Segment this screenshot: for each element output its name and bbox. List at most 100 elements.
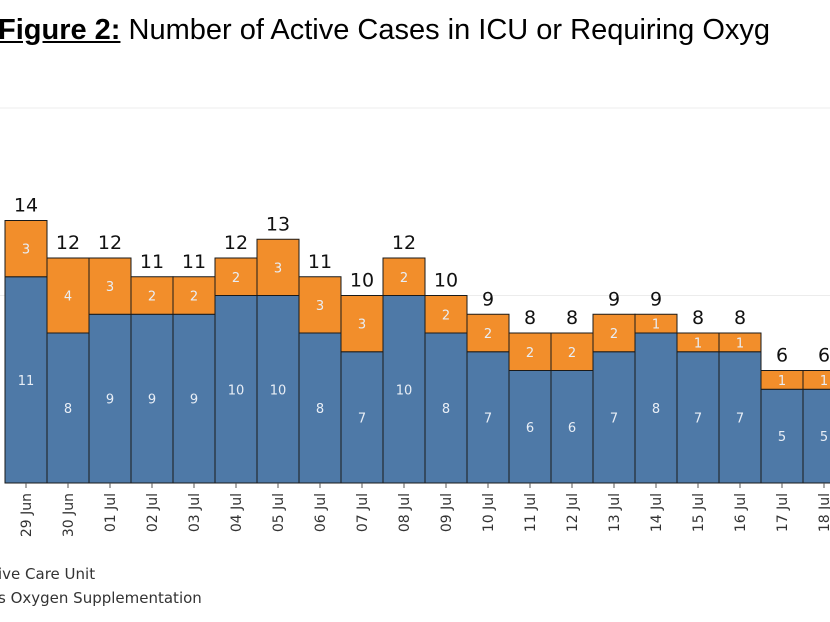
bar-icu (4, 276, 48, 484)
data-label-oxygen: 3 (106, 280, 114, 295)
x-tick-label: 18 Jul (817, 493, 830, 532)
x-tick-label: 14 Jul (649, 493, 665, 532)
x-tick-label: 03 Jul (187, 493, 203, 532)
title-text: Number of Active Cases in ICU or Requiri… (128, 14, 771, 46)
x-tick-label: 16 Jul (733, 493, 749, 532)
bar-oxygen (424, 295, 468, 334)
bar-oxygen (634, 313, 678, 334)
legend-item-icu: ive Care Unit (0, 565, 96, 583)
bar-icu (676, 351, 720, 484)
data-label-oxygen: 4 (64, 290, 72, 305)
bar-icu (382, 295, 426, 484)
total-label: 9 (650, 288, 662, 310)
data-label-oxygen: 2 (232, 271, 240, 286)
bar-oxygen (46, 257, 90, 334)
data-label-icu: 8 (652, 402, 660, 417)
bar-oxygen (88, 257, 132, 315)
data-label-icu: 6 (568, 421, 576, 436)
bar-oxygen (172, 276, 216, 315)
data-label-oxygen: 2 (148, 290, 156, 305)
x-tick-label: 07 Jul (355, 493, 371, 532)
data-label-icu: 8 (64, 402, 72, 417)
bar-icu (88, 313, 132, 484)
total-label: 13 (266, 213, 290, 235)
bar-oxygen (802, 370, 830, 390)
total-label: 8 (524, 307, 536, 329)
data-label-oxygen: 3 (358, 318, 366, 333)
data-label-icu: 6 (526, 421, 534, 436)
data-label-oxygen: 1 (736, 336, 744, 351)
x-tick-label: 15 Jul (691, 493, 707, 532)
data-label-oxygen: 2 (484, 327, 492, 342)
total-label: 10 (434, 270, 458, 292)
data-label-oxygen: 1 (778, 374, 786, 389)
data-label-icu: 7 (694, 411, 702, 426)
bar-oxygen (508, 332, 552, 371)
figure-label: Figure 2: (0, 14, 121, 46)
data-label-oxygen: 2 (610, 327, 618, 342)
bar-oxygen (592, 313, 636, 353)
bar-icu (508, 370, 552, 484)
total-label: 9 (482, 288, 494, 310)
bar-oxygen (340, 295, 384, 353)
data-label-oxygen: 2 (190, 290, 198, 305)
x-tick-label: 05 Jul (271, 493, 287, 532)
total-label: 8 (692, 307, 704, 329)
total-label: 10 (350, 270, 374, 292)
data-label-icu: 11 (18, 374, 35, 389)
data-label-icu: 8 (316, 402, 324, 417)
data-label-icu: 10 (228, 383, 245, 398)
total-label: 6 (776, 345, 788, 367)
x-tick-label: 09 Jul (439, 493, 455, 532)
total-label: 11 (140, 251, 164, 273)
data-label-icu: 7 (484, 411, 492, 426)
data-label-icu: 5 (820, 430, 828, 445)
data-label-icu: 10 (270, 383, 287, 398)
bar-oxygen (466, 313, 510, 353)
chart-title: Figure 2: Number of Active Cases in ICU … (0, 14, 770, 47)
data-label-oxygen: 2 (526, 346, 534, 361)
total-label: 8 (734, 307, 746, 329)
x-tick-label: 11 Jul (523, 493, 539, 532)
bar-icu (466, 351, 510, 484)
x-tick-label: 30 Jun (61, 493, 77, 537)
data-label-icu: 7 (610, 411, 618, 426)
x-tick-label: 12 Jul (565, 493, 581, 532)
x-tick-label: 01 Jul (103, 493, 119, 532)
bar-icu (424, 332, 468, 484)
total-label: 12 (392, 232, 416, 254)
total-label: 6 (818, 345, 830, 367)
legend-item-oxygen: s Oxygen Supplementation (0, 589, 202, 607)
data-label-icu: 10 (396, 383, 413, 398)
data-label-icu: 5 (778, 430, 786, 445)
bar-icu (298, 332, 342, 484)
data-label-icu: 7 (358, 411, 366, 426)
data-label-icu: 8 (442, 402, 450, 417)
data-label-oxygen: 2 (400, 271, 408, 286)
x-tick-label: 02 Jul (145, 493, 161, 532)
total-label: 12 (56, 232, 80, 254)
bar-oxygen (4, 220, 48, 278)
total-label: 11 (182, 251, 206, 273)
data-label-oxygen: 3 (316, 299, 324, 314)
x-tick-label: 10 Jul (481, 493, 497, 532)
x-tick-label: 04 Jul (229, 493, 245, 532)
x-tick-label: 06 Jul (313, 493, 329, 532)
bar-oxygen (718, 332, 762, 353)
data-label-oxygen: 3 (274, 261, 282, 276)
x-tick-label: 13 Jul (607, 493, 623, 532)
x-tick-label: 29 Jun (19, 493, 35, 537)
total-label: 12 (98, 232, 122, 254)
data-label-oxygen: 3 (22, 243, 30, 258)
bar-oxygen (550, 332, 594, 371)
total-label: 12 (224, 232, 248, 254)
bar-oxygen (256, 238, 300, 296)
data-label-oxygen: 2 (442, 308, 450, 323)
data-label-oxygen: 1 (820, 374, 828, 389)
total-label: 14 (14, 195, 38, 217)
data-label-icu: 7 (736, 411, 744, 426)
data-label-icu: 9 (106, 393, 114, 408)
data-label-oxygen: 2 (568, 346, 576, 361)
x-tick-label: 08 Jul (397, 493, 413, 532)
